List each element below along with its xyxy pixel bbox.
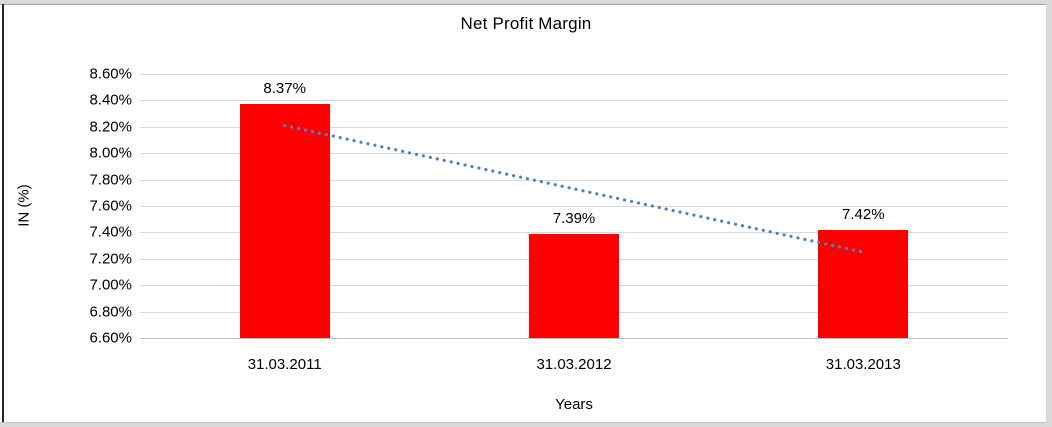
y-tick-label: 7.00%	[89, 276, 132, 294]
frame-top-line	[0, 4, 1052, 5]
gridline	[140, 338, 1008, 339]
trendline	[283, 123, 865, 254]
gridline	[140, 74, 1008, 75]
y-tick-label: 8.00%	[89, 144, 132, 162]
bar-data-label: 7.39%	[552, 209, 596, 227]
frame-left-line	[2, 4, 4, 423]
y-tick-label: 8.40%	[89, 91, 132, 109]
x-axis-title: Years	[555, 396, 593, 413]
frame-bottom-strip	[0, 423, 1052, 427]
frame-top-strip	[0, 0, 1052, 4]
y-tick-label: 8.20%	[89, 118, 132, 136]
frame-right-strip	[1046, 0, 1052, 427]
x-tick-label: 31.03.2012	[536, 356, 612, 373]
chart-title: Net Profit Margin	[460, 14, 592, 33]
bar-data-label: 7.42%	[842, 205, 885, 223]
bar-data-label: 8.37%	[263, 80, 306, 98]
bar-31.03.2013	[818, 229, 909, 338]
y-tick-label: 7.20%	[89, 250, 132, 268]
bar-31.03.2011	[239, 104, 330, 338]
y-tick-label: 6.80%	[89, 303, 132, 321]
y-tick-label: 6.60%	[89, 329, 132, 347]
gridline	[140, 206, 1008, 207]
plot-area: 8.37% 7.39% 7.42%	[140, 74, 1008, 339]
y-tick-label: 7.60%	[89, 197, 132, 215]
bar-31.03.2012	[529, 233, 619, 338]
y-tick-label: 7.40%	[89, 223, 132, 241]
x-tick-label: 31.03.2011	[247, 356, 322, 373]
y-axis-ticks: 8.60% 8.40% 8.20% 8.00% 7.80% 7.60% 7.40% 7.20%…	[0, 66, 132, 347]
gridline	[140, 153, 1008, 155]
gridline	[140, 232, 1008, 234]
gridline	[140, 126, 1008, 128]
x-axis-ticks: 31.03.2011 31.03.2012 31.03.2013	[140, 356, 1008, 376]
x-tick-label: 31.03.2013	[825, 356, 901, 373]
gridline	[140, 179, 1008, 181]
gridline	[140, 100, 1008, 102]
y-tick-label: 8.60%	[89, 65, 132, 83]
frame-bottom-line	[0, 422, 1052, 423]
y-tick-label: 7.80%	[89, 171, 132, 189]
